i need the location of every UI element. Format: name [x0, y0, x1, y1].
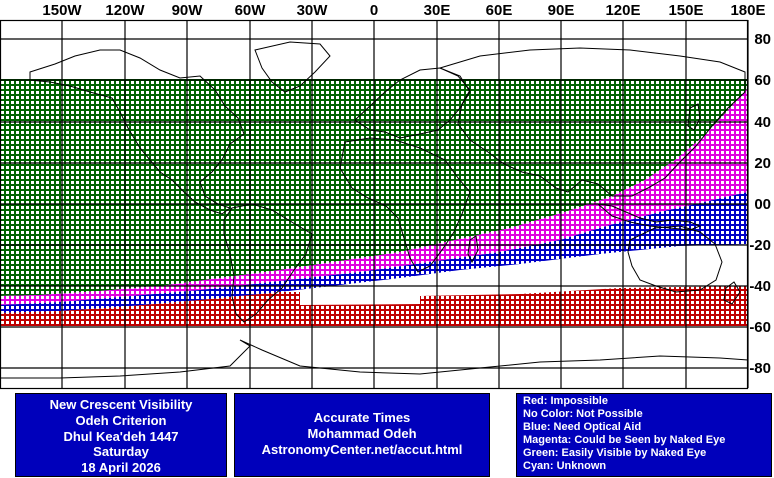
- legend-none: No Color: Not Possible: [523, 408, 643, 420]
- month-label: Dhul Kea'deh 1447: [63, 428, 179, 444]
- longitude-label: 120W: [105, 2, 145, 19]
- longitude-label: 150E: [668, 2, 703, 19]
- latitude-labels: 80 60 40 20 00 -20 -40 -60 -80: [749, 31, 771, 377]
- latitude-label: -20: [749, 237, 771, 254]
- longitude-label: 60W: [235, 2, 267, 19]
- latitude-label: -40: [749, 278, 771, 295]
- coastlines: [0, 41, 749, 379]
- credit-url: AstronomyCenter.net/accut.html: [261, 441, 463, 457]
- legend-blue: Blue: Need Optical Aid: [523, 421, 642, 433]
- map-title: New Crescent Visibility: [49, 397, 193, 412]
- legend-panel: Red: Impossible No Color: Not Possible B…: [516, 393, 772, 477]
- legend-red: Red: Impossible: [523, 395, 608, 407]
- longitude-label: 120E: [605, 2, 640, 19]
- longitude-labels: 150W 120W 90W 60W 30W 0 30E 60E 90E 120E 150E 180E: [42, 2, 765, 19]
- date-label: 18 April 2026: [81, 460, 161, 476]
- credit-title: Accurate Times: [313, 410, 411, 425]
- legend-green: Green: Easily Visible by Naked Eye: [523, 447, 707, 459]
- credit-panel: Accurate Times Mohammad Odeh AstronomyCe…: [234, 393, 490, 477]
- longitude-label: 60E: [486, 2, 513, 19]
- latitude-label: -60: [749, 319, 771, 336]
- criterion-label: Odeh Criterion: [75, 412, 167, 428]
- longitude-label: 0: [370, 2, 378, 19]
- legend-magenta: Magenta: Could be Seen by Naked Eye: [523, 434, 726, 446]
- longitude-label: 180E: [730, 2, 765, 19]
- longitude-label: 90W: [172, 2, 204, 19]
- title-panel: New Crescent Visibility Odeh Criterion D…: [15, 393, 227, 477]
- latitude-label: 80: [754, 31, 771, 48]
- zone-blue: [0, 192, 748, 313]
- legend-cyan: Cyan: Unknown: [523, 460, 607, 472]
- weekday-label: Saturday: [93, 444, 149, 460]
- credit-author: Mohammad Odeh: [307, 425, 417, 441]
- latitude-label: -80: [749, 360, 771, 377]
- latitude-label: 20: [754, 155, 771, 172]
- graticule: [0, 20, 749, 388]
- latitude-label: 40: [754, 114, 771, 131]
- longitude-label: 90E: [548, 2, 575, 19]
- longitude-label: 30E: [424, 2, 451, 19]
- longitude-label: 150W: [42, 2, 82, 19]
- latitude-label: 00: [754, 196, 771, 213]
- latitude-label: 60: [754, 72, 771, 89]
- longitude-label: 30W: [297, 2, 329, 19]
